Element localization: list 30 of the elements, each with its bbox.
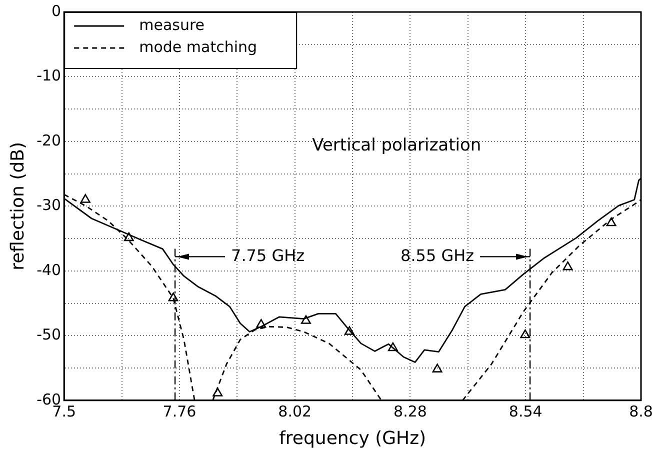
x-tick-label: 7.76 (162, 402, 196, 420)
point (124, 232, 134, 242)
x-axis-title: frequency (GHz) (279, 428, 426, 449)
point (300, 315, 311, 324)
x-tick-label: 8.54 (508, 402, 542, 420)
x-tick-label: 8.02 (278, 402, 312, 420)
point (256, 319, 266, 328)
y-tick-label: -30 (36, 196, 62, 214)
y-tick-label: 0 (52, 2, 62, 20)
y-tick-label: -50 (36, 326, 62, 344)
x-tick-label: 8.8 (629, 402, 653, 420)
ref-line-label: 8.55 GHz (400, 246, 474, 265)
point (562, 261, 573, 270)
legend-label: mode matching (139, 38, 258, 56)
y-tick-label: -10 (36, 66, 62, 85)
y-tick-label: -20 (36, 131, 62, 150)
point (80, 194, 90, 203)
point (388, 342, 398, 352)
point (432, 364, 442, 372)
y-axis-title: reflection (dB) (7, 142, 28, 270)
point (344, 326, 354, 335)
annotation: Vertical polarization (312, 135, 482, 156)
point (520, 329, 530, 338)
y-tick-label: -40 (36, 260, 62, 279)
point (212, 388, 223, 396)
point (168, 292, 178, 302)
legend-label: measure (139, 16, 205, 34)
ref-line-label: 7.75 GHz (231, 246, 305, 265)
x-tick-label: 8.28 (394, 402, 427, 420)
point (606, 217, 616, 226)
